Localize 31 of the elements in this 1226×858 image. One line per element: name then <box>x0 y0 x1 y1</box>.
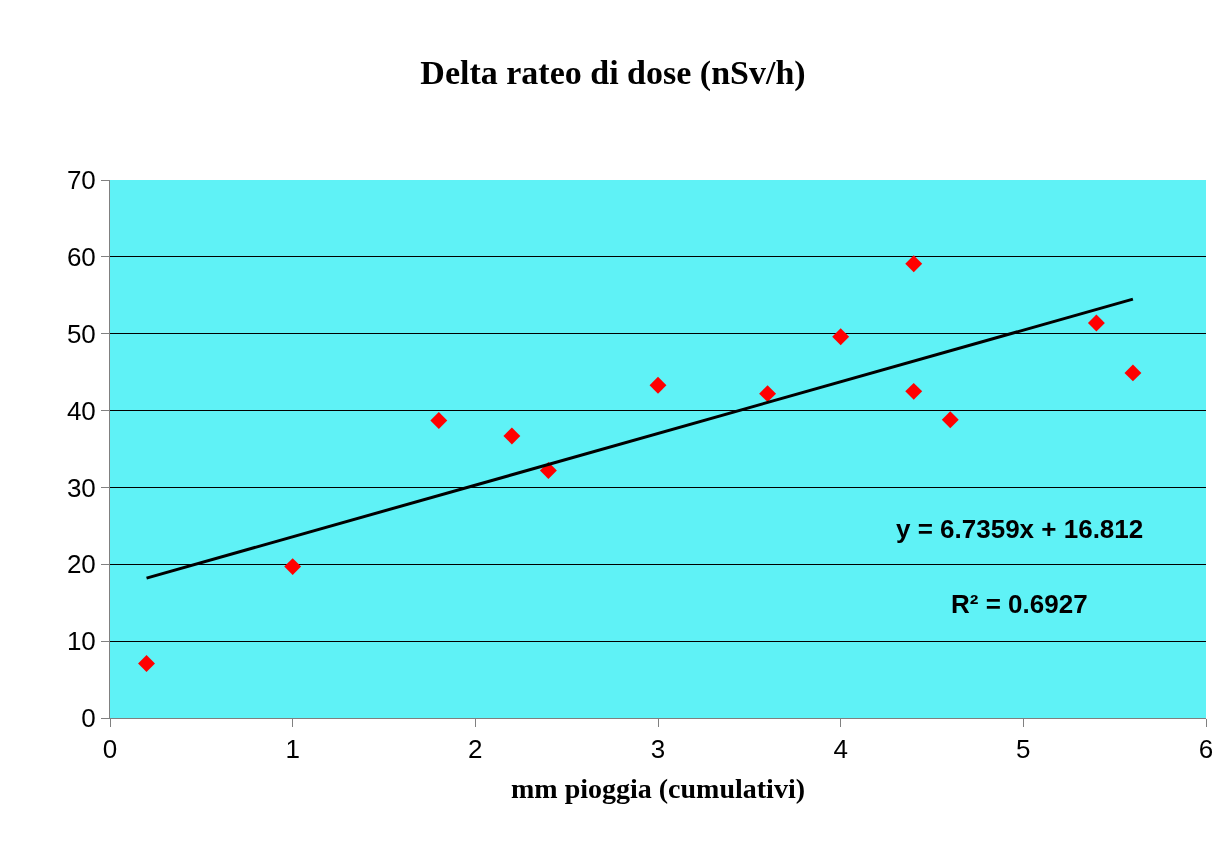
x-tick-label: 6 <box>1198 734 1214 765</box>
point <box>138 654 155 672</box>
x-tick-label: 3 <box>650 734 666 765</box>
y-tick-label: 30 <box>66 472 96 503</box>
y-tick-label: 40 <box>66 395 96 426</box>
y-tick-label: 20 <box>66 549 96 580</box>
y-tick-label: 50 <box>66 318 96 349</box>
point <box>1087 314 1105 332</box>
point <box>832 328 850 346</box>
point <box>1124 364 1142 382</box>
point <box>284 558 302 576</box>
x-tick-label: 0 <box>102 734 118 765</box>
point <box>430 412 448 430</box>
point <box>759 385 777 403</box>
x-axis-title: mm pioggia (cumulativi) <box>511 773 805 805</box>
x-tick-label: 4 <box>833 734 848 765</box>
point <box>503 427 521 445</box>
y-tick-label: 70 <box>66 165 96 196</box>
annotation: y = 6.7359x + 16.812 <box>896 514 1144 544</box>
annotation: R² = 0.6927 <box>951 589 1088 619</box>
y-tick-label: 0 <box>81 703 96 734</box>
chart-title: Delta rateo di dose (nSv/h) <box>420 53 806 92</box>
x-tick-label: 1 <box>285 734 300 765</box>
x-tick-label: 5 <box>1016 734 1031 765</box>
point <box>905 255 923 273</box>
point <box>905 382 923 400</box>
point <box>649 376 667 394</box>
y-tick-label: 10 <box>66 626 96 657</box>
y-tick-label: 60 <box>66 241 96 272</box>
point <box>941 411 959 429</box>
x-tick-label: 2 <box>468 734 483 765</box>
